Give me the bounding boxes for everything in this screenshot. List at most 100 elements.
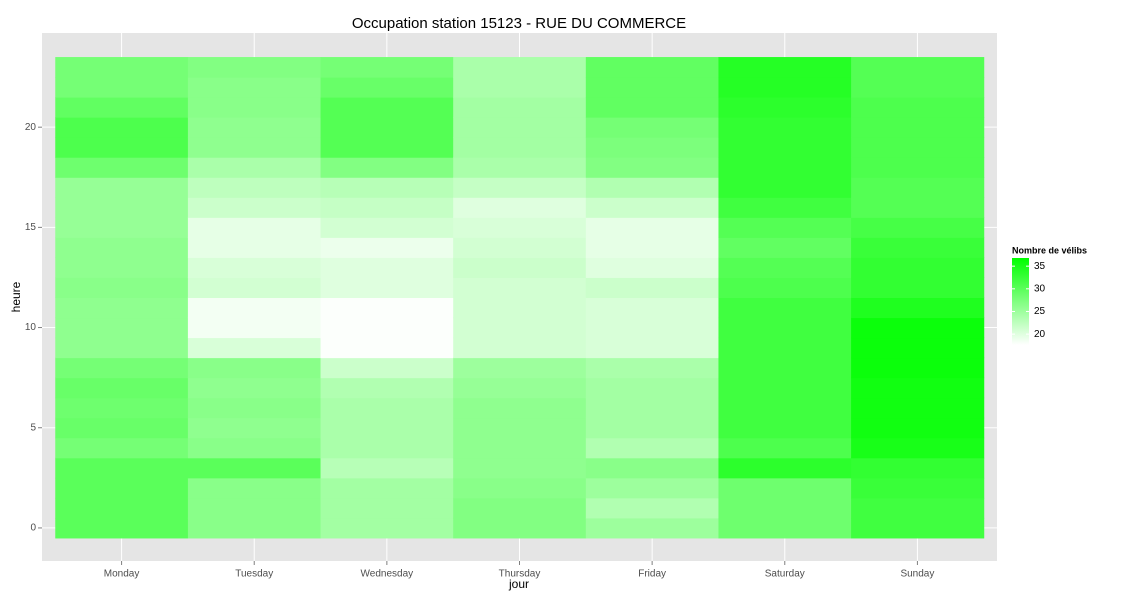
heat-cell [718, 237, 852, 258]
heat-cell [851, 297, 985, 319]
heat-cell [851, 177, 985, 198]
heat-cell [187, 297, 322, 319]
heat-cell [55, 277, 189, 299]
heat-cell [55, 497, 189, 519]
heat-cell [55, 357, 189, 379]
heat-cell [55, 257, 189, 278]
heat-cell [585, 377, 719, 399]
heat-cell [453, 197, 587, 218]
heat-cell [453, 337, 587, 359]
heat-cell [320, 377, 454, 399]
heat-cell [453, 297, 587, 319]
heat-cell [585, 317, 719, 339]
heat-cell [851, 417, 985, 439]
heat-cell [187, 277, 322, 299]
heat-cell [453, 77, 587, 98]
heat-cell [585, 117, 719, 138]
heat-cell [851, 457, 985, 479]
heat-cell [55, 477, 189, 499]
heat-cell [320, 257, 454, 278]
legend-label: 25 [1034, 306, 1046, 317]
heat-cell [55, 317, 189, 339]
heat-cell [453, 177, 587, 198]
heat-cell [718, 357, 852, 379]
heat-cell [718, 457, 852, 479]
heat-cell [718, 497, 852, 519]
heat-cell [718, 97, 852, 118]
heat-cell [320, 457, 454, 479]
heat-cell [187, 157, 322, 178]
heat-cell [55, 217, 189, 238]
heat-cell [320, 397, 454, 419]
heat-cell [453, 397, 587, 419]
heat-cell [585, 497, 719, 519]
heat-cell [585, 217, 719, 238]
heat-cell [55, 297, 189, 319]
heat-cell [320, 77, 454, 98]
heat-cell [585, 337, 719, 359]
heat-cell [585, 417, 719, 439]
heat-cell [55, 77, 189, 98]
heat-cell [585, 257, 719, 278]
heat-cell [187, 77, 322, 98]
heat-cell [453, 317, 587, 339]
heat-cell [187, 457, 322, 479]
x-tick-label: Monday [104, 569, 140, 580]
heat-cell [718, 137, 852, 158]
heat-cell [718, 417, 852, 439]
heat-cell [320, 217, 454, 238]
heat-cell [187, 117, 322, 138]
heat-cell [453, 277, 587, 299]
heat-cell [55, 437, 189, 459]
heat-cell [187, 357, 322, 379]
legend-label: 20 [1034, 329, 1046, 340]
heat-cell [453, 437, 587, 459]
heat-cell [453, 117, 587, 138]
heat-cell [187, 197, 322, 218]
heat-cell [55, 197, 189, 218]
heat-cell [187, 337, 322, 359]
heat-cell [585, 397, 719, 419]
heat-cell [187, 257, 322, 278]
heat-cell [453, 457, 587, 479]
y-tick-label: 0 [30, 523, 36, 534]
heat-cell [851, 97, 985, 118]
heat-cell [718, 157, 852, 178]
heat-cell [453, 157, 587, 178]
heat-cell [585, 357, 719, 379]
heat-cell [320, 317, 454, 339]
heat-cell [718, 117, 852, 138]
legend-title: Nombre de vélibs [1012, 245, 1087, 255]
heat-cell [585, 177, 719, 198]
heat-cell [585, 297, 719, 319]
heat-cell [851, 277, 985, 299]
heat-cell [718, 377, 852, 399]
heat-cell [851, 217, 985, 238]
heat-cell [585, 77, 719, 98]
x-tick-label: Thursday [499, 569, 541, 580]
heat-cell [320, 337, 454, 359]
heat-cell [453, 257, 587, 278]
heat-cell [851, 397, 985, 419]
heat-cell [718, 477, 852, 499]
heat-cell [585, 277, 719, 299]
heat-cell [320, 517, 454, 539]
heat-cell [453, 237, 587, 258]
heat-cell [187, 397, 322, 419]
heat-cell [453, 417, 587, 439]
heat-cell [320, 97, 454, 118]
heat-cell [851, 317, 985, 339]
heat-cell [718, 337, 852, 359]
heat-cell [320, 477, 454, 499]
heat-cell [851, 157, 985, 178]
heat-cell [851, 477, 985, 499]
legend-colorbar [1012, 258, 1029, 345]
heat-cell [718, 437, 852, 459]
heat-cell [320, 357, 454, 379]
heat-cell [453, 357, 587, 379]
heat-cell [320, 297, 454, 319]
heat-cell [851, 497, 985, 519]
heat-cell [187, 97, 322, 118]
x-tick-label: Sunday [900, 569, 934, 580]
